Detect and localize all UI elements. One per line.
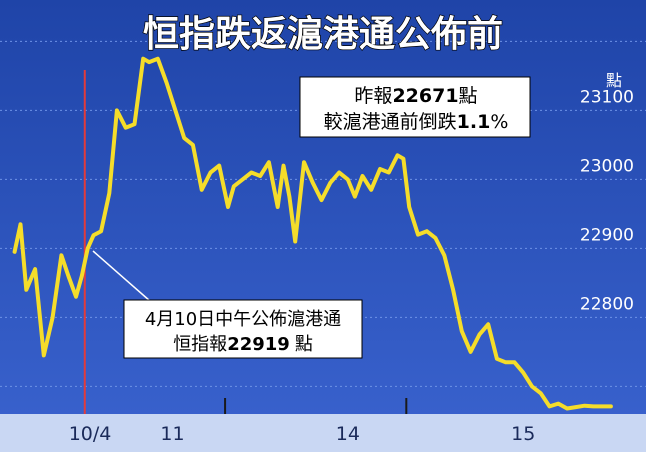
y-axis-label: 點 (606, 71, 622, 90)
announcement-line1: 4月10日中午公佈滬港通 (145, 309, 341, 330)
y-axis-tick-labels: 22800 22900 23000 23100 (580, 87, 634, 314)
announcement-line2: 恒指報22919 點 (173, 334, 313, 355)
index-line (12, 56, 613, 411)
x-tick-label: 14 (336, 423, 360, 445)
chart-title: 恒指跌返滬港通公佈前 (143, 14, 503, 55)
x-tick-label: 11 (160, 423, 184, 445)
x-tick-label: 10/4 (69, 423, 112, 445)
announcement-pointer (92, 250, 151, 302)
x-axis-band (0, 414, 646, 452)
y-tick-label: 22900 (580, 225, 634, 245)
close-annotation: 昨報22671點 較滬港通前倒跌1.1% (299, 76, 531, 138)
close-annotation-line1: 昨報22671點 (354, 85, 477, 107)
y-tick-label: 23100 (580, 87, 634, 107)
announcement-box (123, 299, 363, 359)
x-axis-ticks: 10/4 11 14 15 (69, 398, 535, 445)
announcement-annotation: 4月10日中午公佈滬港通 恒指報22919 點 (92, 250, 363, 359)
close-annotation-box (299, 76, 531, 138)
close-annotation-line2: 較滬港通前倒跌1.1% (324, 111, 509, 133)
y-tick-label: 23000 (580, 156, 634, 176)
y-tick-label: 22800 (580, 294, 634, 314)
x-tick-label: 15 (511, 423, 535, 445)
